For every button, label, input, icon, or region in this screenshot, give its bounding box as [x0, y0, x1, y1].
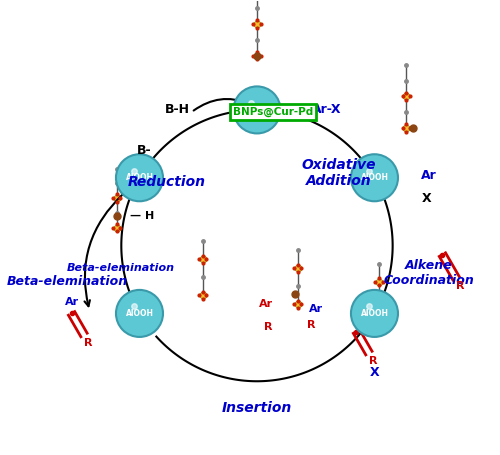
Text: B-H: B-H [166, 103, 190, 116]
Text: Beta-elemination: Beta-elemination [6, 275, 128, 288]
Text: Ar: Ar [308, 304, 323, 314]
Text: Ar: Ar [259, 299, 273, 309]
Text: AlOOH: AlOOH [126, 309, 154, 318]
Circle shape [234, 86, 280, 133]
Text: AlOOH: AlOOH [360, 173, 388, 182]
Text: Insertion: Insertion [222, 401, 292, 415]
Text: B-: B- [136, 144, 151, 157]
Text: Ar: Ar [421, 169, 436, 182]
Text: R: R [84, 338, 93, 348]
Text: X: X [422, 192, 432, 205]
Circle shape [116, 154, 163, 201]
Text: R: R [369, 356, 378, 366]
Text: R: R [456, 281, 464, 291]
Text: R: R [264, 322, 272, 332]
Text: Ar-X: Ar-X [312, 103, 342, 116]
Circle shape [351, 154, 398, 201]
Text: Reduction: Reduction [128, 175, 206, 189]
Text: R: R [307, 320, 316, 330]
Circle shape [351, 290, 398, 337]
Text: Oxidative
Addition: Oxidative Addition [301, 158, 376, 188]
Circle shape [116, 290, 163, 337]
Text: BNPs@Cur-Pd: BNPs@Cur-Pd [232, 107, 313, 117]
Text: AlOOH: AlOOH [126, 173, 154, 182]
Text: Alkene
Coordination: Alkene Coordination [384, 259, 474, 287]
Text: AlOOH: AlOOH [243, 106, 271, 114]
Text: Beta-elemination: Beta-elemination [67, 263, 175, 273]
Text: — H: — H [130, 211, 154, 221]
Text: X: X [370, 366, 380, 379]
Text: Ar: Ar [64, 297, 78, 307]
Text: AlOOH: AlOOH [360, 309, 388, 318]
